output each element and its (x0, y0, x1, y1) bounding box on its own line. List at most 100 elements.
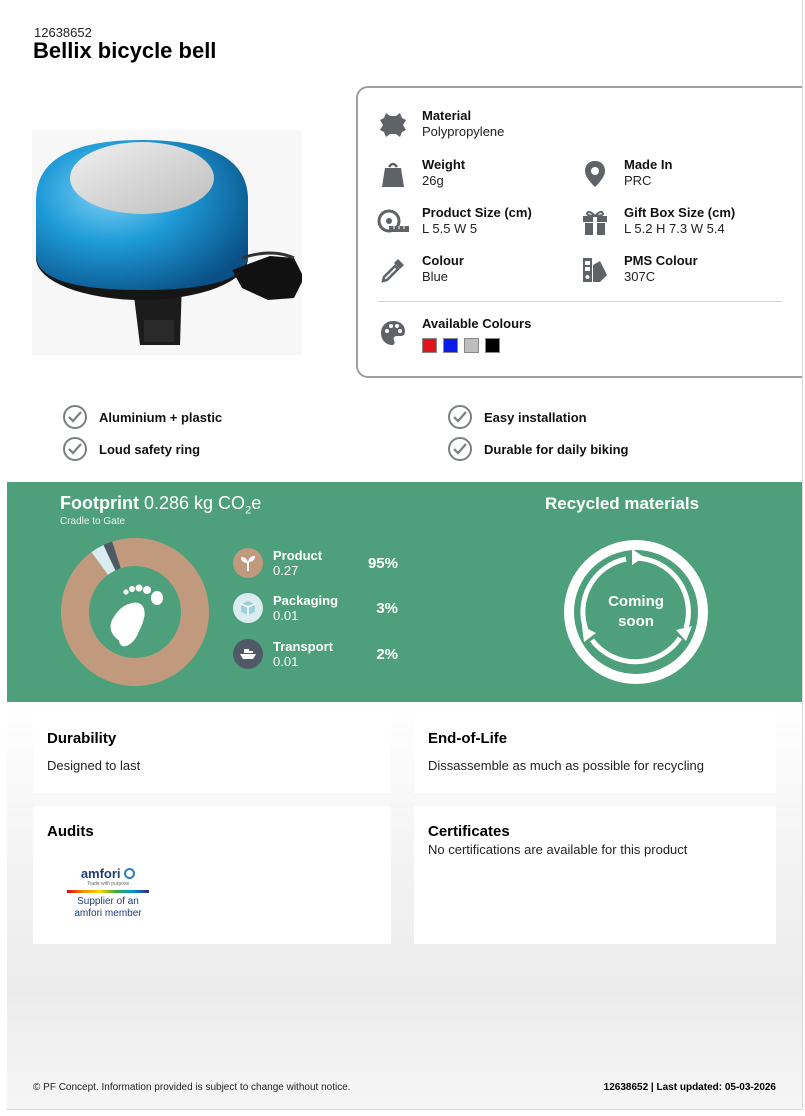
bicycle-bell-image (32, 130, 302, 355)
spec-material: Material Polypropylene (376, 108, 504, 142)
footprint-unit-end: e (251, 493, 262, 513)
footprint-title: Footprint 0.286 kg CO2e (60, 493, 261, 517)
feature-label: Easy installation (484, 409, 587, 425)
product-sheet-page: 12638652 Bellix bicycle bell (7, 0, 803, 1110)
product-share-percent: 95% (367, 555, 398, 572)
recycled-line-1: Coming (608, 593, 664, 610)
footprint-subscript: 2 (245, 504, 252, 517)
footer-sku: 12638652 (603, 1082, 649, 1093)
amfori-logo: amfori (67, 866, 149, 881)
weight-value: 26g (422, 173, 444, 188)
spec-divider (378, 301, 782, 302)
recycled-materials-title: Recycled materials (545, 494, 700, 513)
location-pin-icon (578, 157, 612, 191)
footprint-band: Footprint 0.286 kg CO2e Cradle to Gate P… (7, 482, 802, 702)
footprint-donut-chart (61, 538, 209, 686)
colour-swatch-grey[interactable] (464, 338, 479, 353)
recycled-line-2: soon (618, 613, 654, 630)
feature-item: Durable for daily biking (448, 437, 628, 461)
feature-item: Aluminium + plastic (63, 405, 222, 429)
footer-disclaimer: © PF Concept. Information provided is su… (33, 1082, 351, 1093)
amfori-member-badge: amfori Trade with purpose Supplier of an… (67, 866, 149, 920)
spec-available-colours: Available Colours (376, 316, 531, 353)
cargo-ship-icon (233, 639, 263, 669)
amfori-text-2: amfori member (74, 908, 142, 919)
sprout-icon (233, 548, 263, 578)
eyedropper-icon (376, 253, 410, 287)
spec-made-in: Made In PRC (578, 157, 672, 191)
colour-swatch-red[interactable] (422, 338, 437, 353)
check-circle-icon (448, 437, 472, 461)
durability-title: Durability (47, 730, 117, 747)
colour-value: Blue (422, 269, 449, 284)
feature-label: Loud safety ring (99, 441, 201, 457)
certificates-text: No certifications are available for this… (428, 842, 688, 857)
colour-swatch-blue[interactable] (443, 338, 458, 353)
amfori-text-1: Supplier of an (77, 896, 139, 907)
product-title: Bellix bicycle bell (33, 38, 217, 63)
feature-item: Easy installation (448, 405, 587, 429)
specifications-card: Material Polypropylene Weight 26g Made I… (356, 86, 802, 378)
amfori-tagline: Trade with purpose (86, 881, 130, 887)
product-size-value: L 5.5 W 5 (422, 221, 478, 236)
recycled-coming-soon: Coming soon (562, 592, 710, 632)
product-size-label: Product Size (cm) (422, 205, 532, 220)
transport-share-percent: 2% (376, 646, 398, 663)
feature-label: Aluminium + plastic (99, 409, 223, 425)
footprint-packaging-row: Packaging 0.01 3% (233, 593, 398, 623)
end-of-life-card: End-of-Life Dissassemble as much as poss… (414, 713, 776, 793)
spec-pms-colour: PMS Colour 307C (578, 253, 698, 287)
gift-box-icon (578, 205, 612, 239)
footprint-product-row: Product 0.27 95% (233, 548, 398, 578)
audits-card: Audits amfori Trade with purpose Supplie… (33, 806, 391, 944)
amfori-logo-mark (124, 868, 136, 879)
recycle-arrows-icon (564, 540, 708, 684)
packaging-share-value: 0.01 (273, 608, 299, 623)
footprint-foot-icon (110, 584, 163, 647)
colour-swatch-book-icon (578, 253, 612, 287)
packaging-share-percent: 3% (376, 600, 398, 617)
durability-text: Designed to last (47, 758, 141, 773)
weight-icon (376, 157, 410, 191)
leather-hide-icon (376, 108, 410, 142)
end-of-life-text: Dissassemble as much as possible for rec… (428, 758, 704, 773)
amfori-colour-bar (67, 890, 149, 893)
certificates-card: Certificates No certifications are avail… (414, 806, 776, 944)
pms-colour-value: 307C (624, 269, 656, 284)
colour-swatches (422, 338, 531, 353)
pms-colour-label: PMS Colour (624, 253, 698, 268)
made-in-value: PRC (624, 173, 652, 188)
footprint-title-bold: Footprint (60, 493, 139, 513)
feature-label: Durable for daily biking (484, 441, 629, 457)
product-share-label: Product (273, 548, 323, 563)
footprint-subtitle: Cradle to Gate (60, 516, 126, 527)
spec-gift-box-size: Gift Box Size (cm) L 5.2 H 7.3 W 5.4 (578, 205, 735, 239)
footprint-total: 0.286 kg CO (144, 493, 246, 513)
transport-share-label: Transport (273, 639, 333, 654)
spec-product-size: Product Size (cm) L 5.5 W 5 (376, 205, 532, 239)
amfori-logo-text: amfori (80, 866, 121, 881)
footer-updated-date: | Last updated: 05-03-2026 (648, 1082, 776, 1093)
gift-box-size-label: Gift Box Size (cm) (624, 205, 736, 220)
material-label: Material (422, 108, 472, 123)
product-share-value: 0.27 (273, 563, 299, 578)
audits-title: Audits (47, 823, 94, 840)
feature-item: Loud safety ring (63, 437, 200, 461)
certificates-title: Certificates (428, 823, 510, 840)
material-value: Polypropylene (422, 124, 505, 139)
spec-colour: Colour Blue (376, 253, 464, 287)
colour-label: Colour (422, 253, 464, 268)
made-in-label: Made In (624, 157, 673, 172)
colour-swatch-black[interactable] (485, 338, 500, 353)
footprint-transport-row: Transport 0.01 2% (233, 639, 398, 669)
durability-card: Durability Designed to last (33, 713, 391, 793)
check-circle-icon (63, 405, 87, 429)
footer-last-updated: 12638652 | Last updated: 05-03-2026 (604, 1082, 776, 1093)
paint-palette-icon (376, 316, 410, 350)
available-colours-label: Available Colours (422, 316, 532, 331)
check-circle-icon (448, 405, 472, 429)
transport-share-value: 0.01 (273, 654, 299, 669)
weight-label: Weight (422, 157, 466, 172)
check-circle-icon (63, 437, 87, 461)
end-of-life-title: End-of-Life (428, 730, 508, 747)
